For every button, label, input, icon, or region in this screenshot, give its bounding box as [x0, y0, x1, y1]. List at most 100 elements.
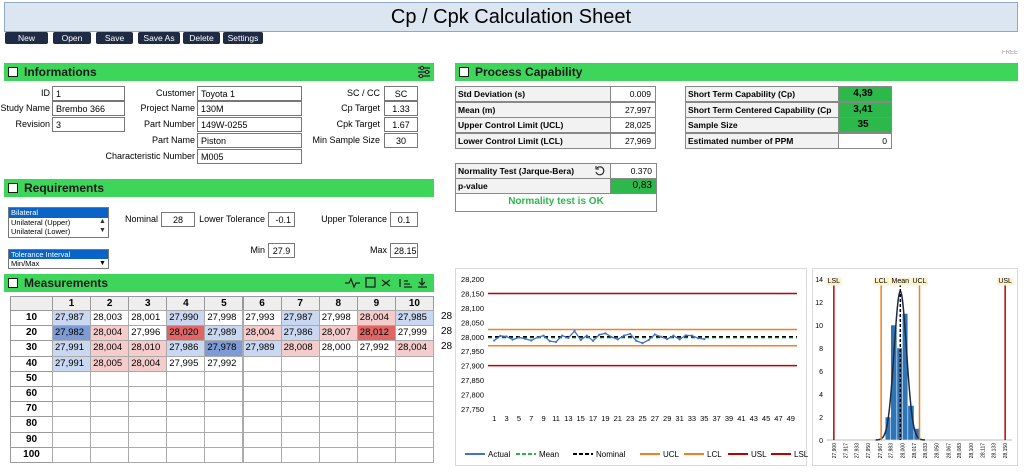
x-tick-label: 33 [688, 414, 696, 423]
toolbar-button[interactable]: Save As [138, 32, 180, 44]
x-tick-label: 27,900 [832, 443, 838, 459]
limit-label-bg [890, 277, 911, 286]
field-value: -0.1 [268, 212, 295, 227]
listbox-item[interactable]: Unilateral (Upper) [11, 217, 71, 227]
listbox-item[interactable]: Unilateral (Lower) [11, 227, 71, 236]
legend-label: LCL [707, 450, 722, 459]
x-tick-label: 35 [700, 414, 708, 423]
overflow-label: 28 [441, 311, 453, 322]
data-point [493, 339, 496, 342]
section-check [8, 278, 18, 288]
x-tick-label: 17 [589, 414, 597, 423]
dropdown-header: Tolerance Interval [9, 250, 108, 259]
data-point [616, 338, 619, 341]
field-value: Toyota 1 [197, 86, 302, 101]
toolbar-button[interactable]: Settings [223, 32, 263, 44]
toolbar-button[interactable]: Save [96, 32, 133, 44]
field-value: 3 [52, 117, 125, 132]
field-label: Lower Tolerance [199, 214, 265, 224]
field-value: 30 [384, 133, 418, 148]
field-value: Piston [197, 133, 302, 148]
x-tick-label: 45 [762, 414, 770, 423]
field-label: Min [250, 245, 265, 255]
data-point [666, 337, 669, 341]
x-tick-label: 49 [787, 414, 795, 423]
data-point [561, 334, 564, 337]
legend-label: Nominal [596, 450, 626, 459]
limit-label: Mean [892, 278, 910, 285]
y-tick-label: 28,150 [461, 289, 484, 298]
x-tick-label: 27,917 [844, 443, 850, 459]
y-tick-label: 27,750 [461, 405, 484, 414]
toolbar-icons [345, 65, 605, 289]
data-point [678, 338, 681, 341]
limit-label: LSL [828, 278, 841, 285]
data-point [647, 338, 650, 342]
x-tick-label: 21 [614, 414, 622, 423]
data-point [517, 336, 521, 339]
y-tick-label: 14 [815, 277, 823, 284]
stat-label: Lower Control Limit (LCL) [455, 132, 611, 149]
x-tick-label: 15 [577, 414, 585, 423]
field-value: SC [384, 86, 418, 101]
legend-label: Mean [539, 450, 559, 459]
x-tick-label: 27,983 [889, 443, 895, 459]
section-bar: Measurements [4, 274, 434, 292]
stat-value: 27,969 [610, 132, 656, 149]
section-check [8, 183, 18, 193]
x-tick-label: 9 [542, 414, 546, 423]
toolbar-button[interactable]: Delete [183, 32, 220, 44]
field-value: 1.67 [384, 117, 418, 132]
field-label: Part Name [151, 135, 195, 145]
y-tick-label: 27,850 [461, 376, 484, 385]
x-tick-label: 23 [626, 414, 634, 423]
data-point [629, 332, 632, 335]
x-tick-label: 28,150 [1003, 443, 1009, 459]
title-bar: Cp / Cpk Calculation Sheet [4, 2, 1018, 32]
dropdown-value[interactable]: Min/Max [11, 259, 40, 268]
dropdown-arrow[interactable]: ▼ [99, 260, 106, 267]
field-label: ID [41, 88, 50, 98]
toolbar-button[interactable]: Open [53, 32, 91, 44]
field-label: Customer [155, 88, 195, 98]
field-label: Study Name [0, 103, 50, 113]
x-tick-label: 27,950 [866, 443, 872, 459]
field-value: 1.33 [384, 101, 418, 116]
y-tick-label: 2 [819, 415, 823, 422]
chart-panel [455, 268, 807, 466]
data-point [610, 335, 613, 339]
field-label: Cp Target [341, 103, 380, 113]
section-check [8, 67, 18, 77]
toolbar-button[interactable]: New [5, 32, 48, 44]
x-tick-label: 5 [517, 414, 521, 423]
field-value: M005 [197, 149, 302, 164]
field-label: Min Sample Size [312, 135, 380, 145]
limit-label-bg [910, 277, 929, 286]
y-tick-label: 28,050 [461, 318, 484, 327]
data-point [579, 338, 582, 342]
y-tick-label: 28,100 [461, 304, 484, 313]
listbox-item[interactable]: Bilateral [9, 208, 108, 218]
section-bar: Requirements [4, 179, 434, 197]
section-bar: Informations [4, 63, 434, 81]
field-value: 1 [52, 86, 125, 101]
x-tick-label: 47 [774, 414, 782, 423]
field-value: 27.9 [268, 243, 295, 258]
field-label: Upper Tolerance [321, 214, 387, 224]
normality-verdict: Normality test is OK [508, 196, 604, 207]
data-point [684, 334, 687, 337]
data-point [505, 335, 508, 338]
x-tick-label: 13 [564, 414, 572, 423]
limit-label-bg [873, 277, 890, 286]
data-point [641, 342, 644, 345]
x-tick-label: 28,117 [981, 443, 987, 458]
overflow-label: 28 [441, 326, 453, 337]
data-point [598, 333, 601, 336]
x-tick-label: 1 [492, 414, 496, 423]
limit-label: UCL [912, 278, 926, 285]
x-tick-label: 43 [750, 414, 758, 423]
field-label: Cpk Target [336, 119, 380, 129]
stat-value: 0 [838, 132, 892, 149]
